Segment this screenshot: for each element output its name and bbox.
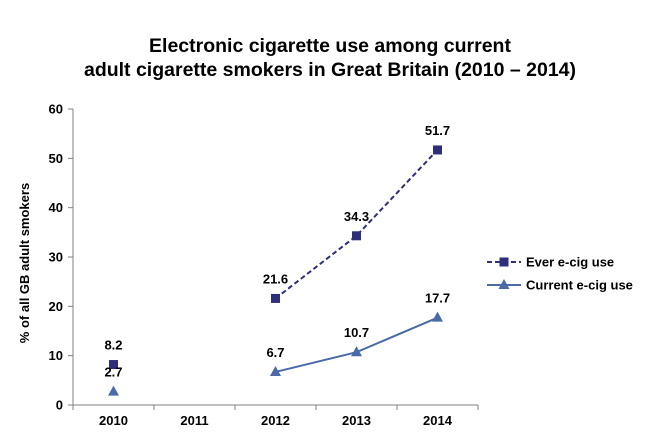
series-layer xyxy=(108,145,443,396)
y-tick-label: 10 xyxy=(49,348,63,363)
data-label: 8.2 xyxy=(104,338,122,353)
data-point-square xyxy=(499,257,509,267)
data-point-triangle xyxy=(498,279,510,289)
chart-title-line-2: adult cigarette smokers in Great Britain… xyxy=(83,59,577,81)
y-tick-label: 60 xyxy=(49,102,63,117)
series-ever-e-cig-use xyxy=(109,145,442,370)
data-point-square xyxy=(352,231,361,241)
data-point-square xyxy=(109,360,118,370)
data-label: 10.7 xyxy=(344,325,369,340)
y-axis-label: % of all GB adult smokers xyxy=(17,183,32,343)
data-point-triangle xyxy=(432,311,443,322)
y-tick-label: 20 xyxy=(49,299,63,314)
data-labels-layer: 8.2 21.6 34.3 51.7 2.7 6.7 10.7 17.7 xyxy=(104,123,450,380)
data-point-triangle xyxy=(351,346,362,357)
legend-item: Ever e-cig use xyxy=(487,255,614,270)
legend-item: Current e-cig use xyxy=(487,278,633,293)
series-current-e-cig-use xyxy=(108,311,443,396)
y-tick-label: 40 xyxy=(49,200,63,215)
series-line xyxy=(274,149,439,300)
chart-axes: 0 10 20 30 40 50 60 2010 2011 2012 2013 2014 xyxy=(49,102,479,428)
legend-label: Current e-cig use xyxy=(526,278,633,293)
data-point-square xyxy=(433,145,442,155)
chart-title-line-1: Electronic cigarette use among current xyxy=(149,35,511,57)
data-label: 21.6 xyxy=(263,271,288,286)
data-label: 6.7 xyxy=(266,345,284,360)
data-point-square xyxy=(271,293,280,303)
x-tick-label: 2010 xyxy=(99,413,128,428)
data-label: 51.7 xyxy=(425,123,450,138)
chart-title: Electronic cigarette use among current a… xyxy=(0,34,660,82)
data-label: 2.7 xyxy=(104,365,122,380)
y-tick-label: 30 xyxy=(49,250,63,265)
x-tick-label: 2014 xyxy=(423,413,453,428)
y-tick-label: 0 xyxy=(56,398,63,413)
data-label: 34.3 xyxy=(344,209,369,224)
legend: Ever e-cig use Current e-cig use xyxy=(487,255,633,293)
x-tick-label: 2012 xyxy=(261,413,290,428)
data-point-triangle xyxy=(108,385,119,396)
x-tick-label: 2013 xyxy=(342,413,371,428)
x-tick-label: 2011 xyxy=(180,413,208,428)
legend-label: Ever e-cig use xyxy=(526,255,614,270)
y-tick-label: 50 xyxy=(49,151,63,166)
data-point-triangle xyxy=(270,365,281,376)
data-label: 17.7 xyxy=(425,291,450,306)
